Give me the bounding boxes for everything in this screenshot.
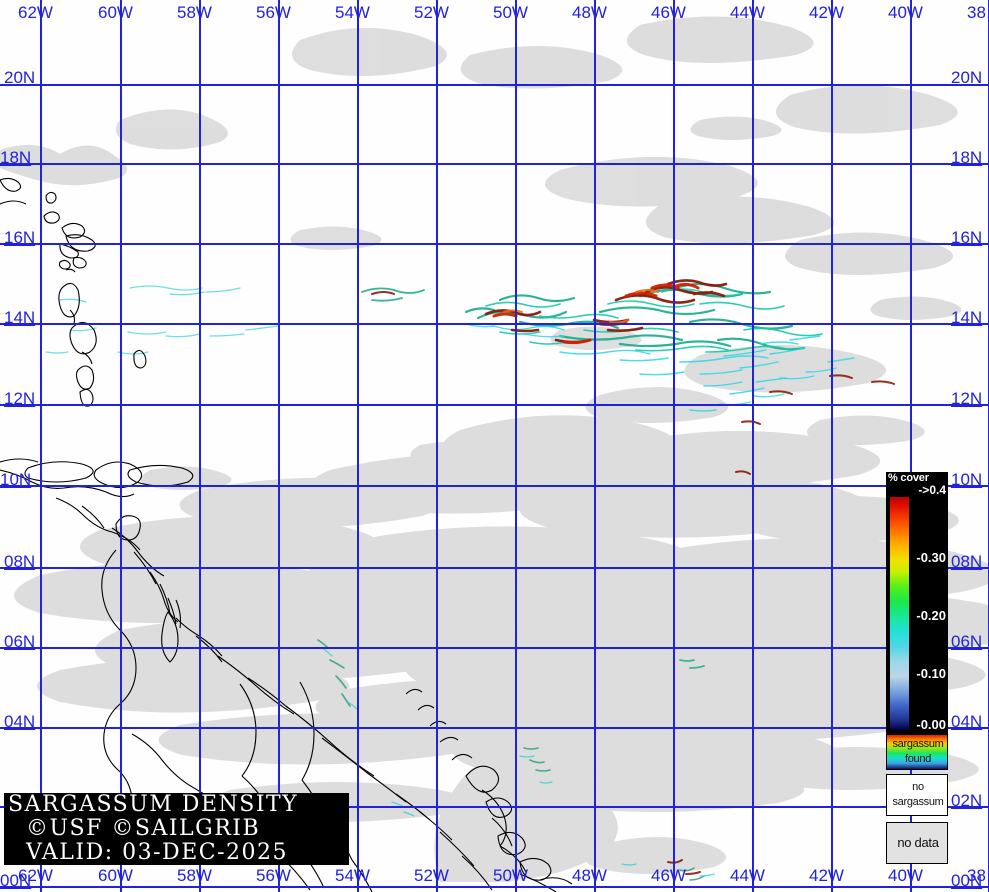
gridline-lat bbox=[0, 485, 989, 487]
lat-label-left: 06N bbox=[4, 632, 36, 651]
legend-sargassum-found: sargassum found bbox=[886, 734, 948, 770]
colorbar-tick: -0.30 bbox=[916, 550, 946, 565]
lat-label-right: 00N bbox=[951, 871, 983, 890]
gridline-lat bbox=[0, 647, 989, 649]
lat-label-left: 10N bbox=[0, 470, 32, 489]
lon-label-bottom: 62W bbox=[18, 866, 53, 885]
lon-label-bottom: 58W bbox=[177, 866, 212, 885]
gridline-lon bbox=[40, 0, 42, 892]
legend-nosarg-label-line2: sargassum bbox=[892, 796, 944, 808]
lon-label-top: 44W bbox=[730, 3, 765, 22]
gridline-lat bbox=[0, 886, 989, 888]
lat-label-right: 16N bbox=[951, 228, 983, 247]
lon-label-bottom: 46W bbox=[651, 866, 686, 885]
map-valid-date: VALID: 03-DEC-2025 bbox=[26, 840, 289, 865]
gridline-lat bbox=[0, 806, 989, 808]
lon-label-bottom: 48W bbox=[572, 866, 607, 885]
gridline-lon bbox=[910, 0, 912, 892]
gridline-lat bbox=[0, 323, 989, 325]
lon-label-top: 60W bbox=[98, 3, 133, 22]
colorbar-title: % cover bbox=[888, 472, 929, 484]
lon-label-bottom-corner: 38 bbox=[967, 866, 986, 885]
map-credits: ©USF ©SAILGRIB bbox=[26, 816, 261, 841]
colorbar-gradient bbox=[890, 497, 909, 730]
lon-label-top: 54W bbox=[335, 3, 370, 22]
colorbar-tick: -0.20 bbox=[916, 608, 946, 623]
gridline-lat bbox=[0, 404, 989, 406]
lon-label-top: 52W bbox=[414, 3, 449, 22]
lat-label-right: 08N bbox=[951, 552, 983, 571]
lat-label-right: 10N bbox=[951, 470, 983, 489]
gridline-lon bbox=[673, 0, 675, 892]
map-title: SARGASSUM DENSITY bbox=[8, 792, 299, 817]
gridline-lat bbox=[0, 567, 989, 569]
lat-label-right: 06N bbox=[951, 632, 983, 651]
lon-label-bottom: 42W bbox=[809, 866, 844, 885]
gridline-lon bbox=[752, 0, 754, 892]
lon-label-top: 56W bbox=[256, 3, 291, 22]
lon-label-top: 50W bbox=[493, 3, 528, 22]
legend-no-sargassum: no sargassum bbox=[886, 774, 948, 816]
colorbar-max-label: ->0.4 bbox=[918, 483, 946, 497]
lon-label-bottom: 40W bbox=[888, 866, 923, 885]
lon-label-top: 62W bbox=[18, 3, 53, 22]
lat-label-right: 20N bbox=[951, 68, 983, 87]
lon-label-top: 48W bbox=[572, 3, 607, 22]
gridline-lon bbox=[831, 0, 833, 892]
map-title-block: SARGASSUM DENSITY ©USF ©SAILGRIB VALID: … bbox=[4, 793, 349, 865]
lon-label-bottom: 52W bbox=[414, 866, 449, 885]
lon-label-top: 42W bbox=[809, 3, 844, 22]
lat-label-left: 14N bbox=[4, 308, 36, 327]
legend-found-label-line2: found bbox=[904, 753, 932, 765]
lat-label-right: 02N bbox=[951, 791, 983, 810]
gridline-lon bbox=[594, 0, 596, 892]
gridline-lat bbox=[0, 84, 989, 86]
colorbar-tick: -0.10 bbox=[916, 666, 946, 681]
gridline-lat bbox=[0, 163, 989, 165]
lon-label-bottom: 60W bbox=[98, 866, 133, 885]
lon-label-top: 58W bbox=[177, 3, 212, 22]
lat-label-left: 08N bbox=[4, 552, 36, 571]
lat-label-right: 12N bbox=[951, 389, 983, 408]
legend-nodata-label: no data bbox=[897, 835, 939, 850]
lat-label-left: 16N bbox=[4, 228, 36, 247]
lat-label-left: 18N bbox=[0, 148, 32, 167]
lat-label-right: 18N bbox=[951, 148, 983, 167]
legend-no-data: no data bbox=[886, 822, 948, 864]
gridline-lon bbox=[357, 0, 359, 892]
lon-label-top: 46W bbox=[651, 3, 686, 22]
lon-label-bottom: 56W bbox=[256, 866, 291, 885]
lat-label-left: 04N bbox=[4, 712, 36, 731]
lat-label-right: 14N bbox=[951, 308, 983, 327]
gridline-lon bbox=[278, 0, 280, 892]
lat-label-left: 00N bbox=[0, 871, 32, 890]
colorbar: % cover ->0.4 -0.30 -0.20 -0.10 -0.00 bbox=[886, 472, 948, 734]
lon-label-bottom: 50W bbox=[493, 866, 528, 885]
map-legend: % cover ->0.4 -0.30 -0.20 -0.10 -0.00 sa… bbox=[886, 472, 948, 864]
gridline-lon bbox=[436, 0, 438, 892]
gridline-lon bbox=[199, 0, 201, 892]
lat-label-right: 04N bbox=[951, 712, 983, 731]
gridline-lon bbox=[515, 0, 517, 892]
legend-nosarg-label-line1: no bbox=[912, 781, 924, 793]
lon-label-top-corner: 38 bbox=[967, 3, 986, 22]
lat-label-left: 12N bbox=[4, 389, 36, 408]
gridline-lat bbox=[0, 727, 989, 729]
lon-label-bottom: 54W bbox=[335, 866, 370, 885]
lat-label-left: 20N bbox=[4, 68, 36, 87]
gridline-lon bbox=[120, 0, 122, 892]
colorbar-tick: -0.00 bbox=[916, 717, 946, 732]
lon-label-top: 40W bbox=[888, 3, 923, 22]
gridline-lat bbox=[0, 243, 989, 245]
lon-label-bottom: 44W bbox=[730, 866, 765, 885]
legend-found-label-line1: sargassum bbox=[892, 738, 944, 750]
